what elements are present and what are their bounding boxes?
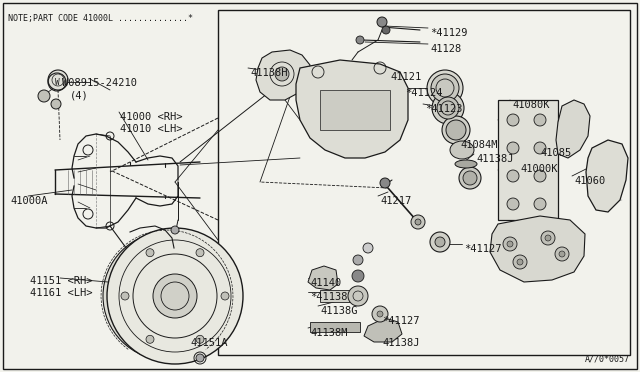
Circle shape	[517, 259, 523, 265]
Text: 41084M: 41084M	[460, 140, 497, 150]
Circle shape	[541, 231, 555, 245]
Text: NOTE;PART CODE 41000L ..............*: NOTE;PART CODE 41000L ..............*	[8, 14, 193, 23]
Text: 41000K: 41000K	[520, 164, 557, 174]
Ellipse shape	[437, 97, 459, 119]
Circle shape	[221, 292, 229, 300]
Circle shape	[352, 270, 364, 282]
Circle shape	[196, 249, 204, 257]
Text: 41151 <RH>: 41151 <RH>	[30, 276, 93, 286]
Ellipse shape	[459, 167, 481, 189]
Text: *41138: *41138	[310, 292, 348, 302]
Text: *41129: *41129	[430, 28, 467, 38]
Circle shape	[38, 90, 50, 102]
Text: 41138H: 41138H	[250, 68, 287, 78]
Circle shape	[507, 170, 519, 182]
Text: *41127: *41127	[464, 244, 502, 254]
Text: 41138G: 41138G	[320, 306, 358, 316]
Circle shape	[507, 198, 519, 210]
Text: 41217: 41217	[380, 196, 412, 206]
Circle shape	[559, 251, 565, 257]
Bar	[498, 100, 558, 220]
Bar	[218, 10, 630, 355]
Text: 41085: 41085	[540, 148, 572, 158]
Circle shape	[534, 170, 546, 182]
Ellipse shape	[427, 70, 463, 106]
Circle shape	[415, 219, 421, 225]
Circle shape	[363, 243, 373, 253]
Text: 41010 <LH>: 41010 <LH>	[120, 124, 182, 134]
Circle shape	[146, 249, 154, 257]
Ellipse shape	[442, 116, 470, 144]
Circle shape	[348, 286, 368, 306]
Bar	[310, 322, 360, 332]
Circle shape	[121, 292, 129, 300]
Ellipse shape	[432, 92, 464, 124]
Circle shape	[435, 237, 445, 247]
Circle shape	[380, 178, 390, 188]
Ellipse shape	[455, 160, 477, 168]
Circle shape	[377, 311, 383, 317]
Polygon shape	[256, 50, 310, 100]
Text: 41140: 41140	[310, 278, 341, 288]
Bar	[320, 90, 390, 130]
Polygon shape	[586, 140, 628, 212]
Text: 41138M: 41138M	[310, 328, 348, 338]
Circle shape	[275, 67, 289, 81]
Text: 41138J: 41138J	[382, 338, 419, 348]
Circle shape	[430, 232, 450, 252]
Polygon shape	[490, 216, 585, 282]
Circle shape	[196, 354, 204, 362]
Circle shape	[411, 215, 425, 229]
Circle shape	[507, 241, 513, 247]
Circle shape	[51, 99, 61, 109]
Circle shape	[555, 247, 569, 261]
Text: 41060: 41060	[574, 176, 605, 186]
Text: W08915-24210: W08915-24210	[62, 78, 137, 88]
Text: 41121: 41121	[390, 72, 421, 82]
Circle shape	[507, 114, 519, 126]
Text: (4): (4)	[70, 90, 89, 100]
Circle shape	[377, 17, 387, 27]
Circle shape	[153, 274, 197, 318]
Circle shape	[146, 335, 154, 343]
Text: 41161 <LH>: 41161 <LH>	[30, 288, 93, 298]
Circle shape	[534, 198, 546, 210]
Text: 41080K: 41080K	[512, 100, 550, 110]
Text: *41124: *41124	[405, 88, 442, 98]
Circle shape	[513, 255, 527, 269]
Text: *41123: *41123	[425, 104, 463, 114]
Circle shape	[534, 114, 546, 126]
Text: 41000 <RH>: 41000 <RH>	[120, 112, 182, 122]
Text: 41151A: 41151A	[190, 338, 227, 348]
Circle shape	[382, 26, 390, 34]
Circle shape	[372, 306, 388, 322]
Text: 41138J: 41138J	[476, 154, 513, 164]
Polygon shape	[308, 266, 338, 290]
Ellipse shape	[450, 141, 474, 159]
Circle shape	[353, 255, 363, 265]
Circle shape	[356, 36, 364, 44]
Text: *41127: *41127	[382, 316, 419, 326]
Text: A//0*0057: A//0*0057	[585, 355, 630, 364]
Circle shape	[171, 226, 179, 234]
Polygon shape	[296, 60, 408, 158]
Polygon shape	[556, 100, 590, 158]
Polygon shape	[364, 318, 402, 342]
Circle shape	[103, 232, 231, 360]
Circle shape	[107, 228, 243, 364]
Circle shape	[48, 70, 68, 90]
Circle shape	[503, 237, 517, 251]
Ellipse shape	[446, 120, 466, 140]
Bar	[320, 290, 350, 302]
Circle shape	[545, 235, 551, 241]
Text: 41128: 41128	[430, 44, 461, 54]
Circle shape	[196, 335, 204, 343]
Ellipse shape	[463, 171, 477, 185]
Circle shape	[534, 142, 546, 154]
Text: W: W	[54, 77, 60, 87]
Text: 41000A: 41000A	[10, 196, 47, 206]
Circle shape	[507, 142, 519, 154]
Ellipse shape	[431, 74, 459, 102]
